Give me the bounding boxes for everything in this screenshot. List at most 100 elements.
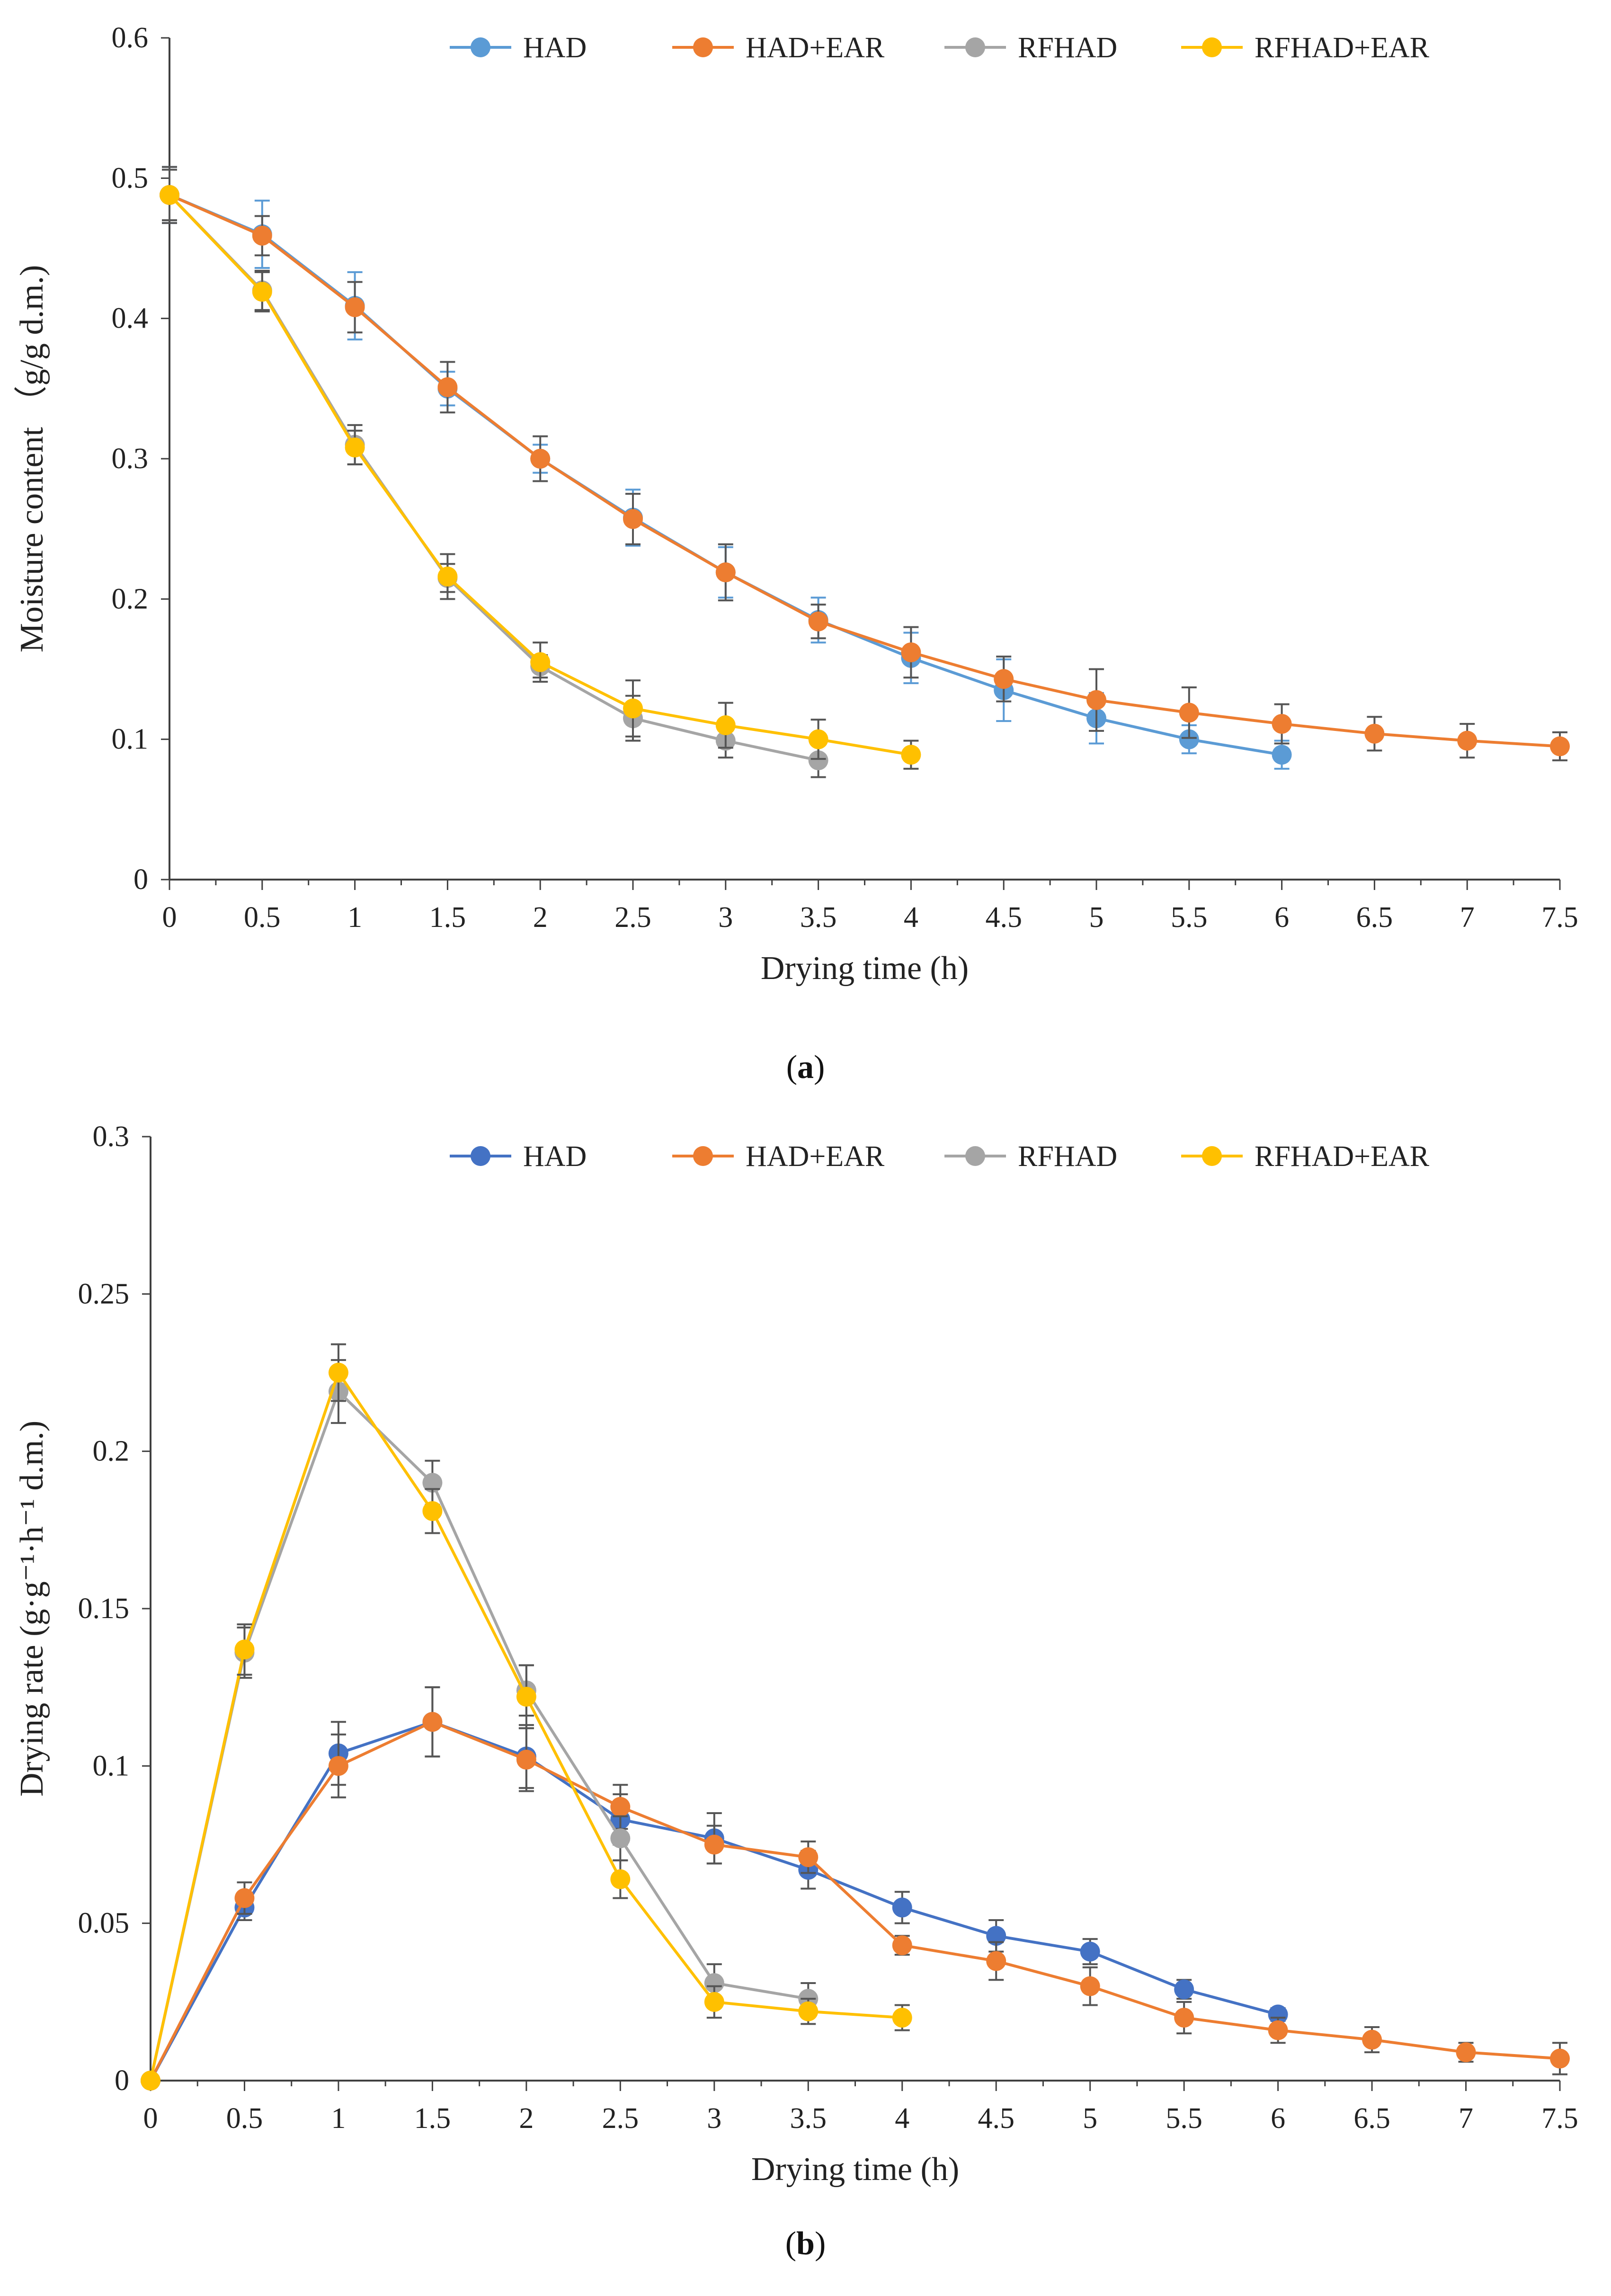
data-point [704,1992,724,2012]
y-axis-label: Drying rate (g·g⁻¹·h⁻¹ d.m.) [14,1421,50,1797]
data-point [422,1712,443,1732]
data-point [1272,745,1292,765]
y-tick-label: 0.5 [112,162,149,194]
x-tick-label: 3 [707,2102,721,2135]
data-point [623,698,643,719]
series-line [169,194,1560,748]
series-had-ear [141,1686,1570,2091]
series-had [160,166,1292,770]
data-point [234,1639,255,1660]
data-point [994,669,1014,689]
data-point [160,185,179,205]
x-tick-label: 3.5 [800,901,837,934]
data-point [986,1926,1006,1946]
x-tick-label: 7.5 [1541,2102,1578,2135]
legend-marker [965,1146,985,1166]
data-point [808,750,828,771]
x-tick-label: 1.5 [414,2102,451,2135]
legend-label: RFHAD+EAR [1255,1140,1430,1173]
data-point [1268,2004,1288,2025]
x-tick-label: 4.5 [985,901,1022,934]
series-line [168,194,819,762]
data-point [345,437,365,458]
data-point [1080,1941,1100,1962]
x-tick-label: 4.5 [978,2102,1015,2135]
data-point [530,449,551,469]
x-tick-label: 5 [1089,901,1104,934]
series-line [149,1388,809,2081]
y-tick-label: 0.3 [93,1121,130,1153]
caption-a: (a) [786,1049,825,1086]
data-point [437,377,458,397]
legend-label: HAD [523,32,587,64]
series-rfhad-ear [141,1343,912,2091]
data-point [422,1473,443,1493]
legend: HAD HAD+EAR RFHAD RFHAD+EAR [450,1140,1430,1173]
x-tick-label: 4 [895,2102,909,2135]
data-point [1268,2020,1288,2040]
caption-b: (b) [785,2225,826,2262]
data-point [1080,1976,1100,1996]
data-point [901,642,921,662]
y-tick-label: 0.2 [93,1435,130,1468]
data-point [1179,703,1199,723]
x-tick-label: 7 [1459,2102,1473,2135]
data-point [610,1828,631,1849]
data-point [516,1687,536,1707]
data-point [530,652,551,672]
data-point [422,1501,443,1521]
data-point [252,282,272,302]
x-tick-label: 5 [1083,2102,1097,2135]
y-tick-label: 0.1 [93,1750,130,1782]
data-point [798,2001,819,2021]
x-tick-label: 5.5 [1166,2102,1202,2135]
data-point [1272,714,1292,734]
data-point [715,715,736,736]
series-had-ear [160,169,1570,762]
legend-label: HAD [523,1140,587,1173]
legend-marker [471,1146,490,1166]
x-tick-label: 5.5 [1171,901,1208,934]
x-tick-label: 2.5 [614,901,651,934]
series-line [149,1720,1560,2082]
y-tick-label: 0 [134,863,148,896]
legend-label: RFHAD [1018,1140,1117,1173]
data-point [808,611,828,632]
data-point [610,1869,631,1889]
data-point [623,509,643,529]
data-point [901,745,921,765]
data-point [1174,1979,1194,2000]
series-line [169,194,1282,756]
legend-marker [471,37,490,57]
y-tick-label: 0.25 [78,1278,130,1310]
data-point [798,1847,819,1868]
x-tick-label: 3 [718,901,733,934]
data-point [437,566,458,587]
data-point [1457,730,1477,751]
x-tick-label: 2 [519,2102,534,2135]
data-point [1179,729,1199,749]
series-line [149,1720,1279,2082]
data-point [252,225,272,246]
x-tick-label: 1.5 [429,901,466,934]
x-tick-label: 0.5 [226,2102,263,2135]
series-rfhad-ear [160,169,921,770]
data-point [1174,2008,1194,2028]
x-tick-label: 0.5 [244,901,281,934]
data-point [892,2008,912,2028]
data-point [1362,2029,1382,2050]
x-tick-label: 3.5 [790,2102,827,2135]
moisture-content-chart: 0 0.5 1 1.5 2 2.5 3 3.5 4 4.5 5 5.5 6 6.5 7 7.5 0 0.1 0.2 0… [14,22,1578,987]
data-point [892,1935,912,1956]
y-tick-label: 0 [115,2065,129,2097]
legend-marker [1202,37,1222,57]
legend-marker [1202,1146,1222,1166]
x-tick-label: 6 [1271,2102,1285,2135]
x-tick-label: 1 [347,901,362,934]
x-tick-label: 6.5 [1356,901,1393,934]
x-tick-label: 1 [331,2102,346,2135]
x-tick-label: 0 [143,2102,158,2135]
data-point [345,297,365,317]
data-point [516,1750,536,1770]
series-rfhad [160,166,828,778]
